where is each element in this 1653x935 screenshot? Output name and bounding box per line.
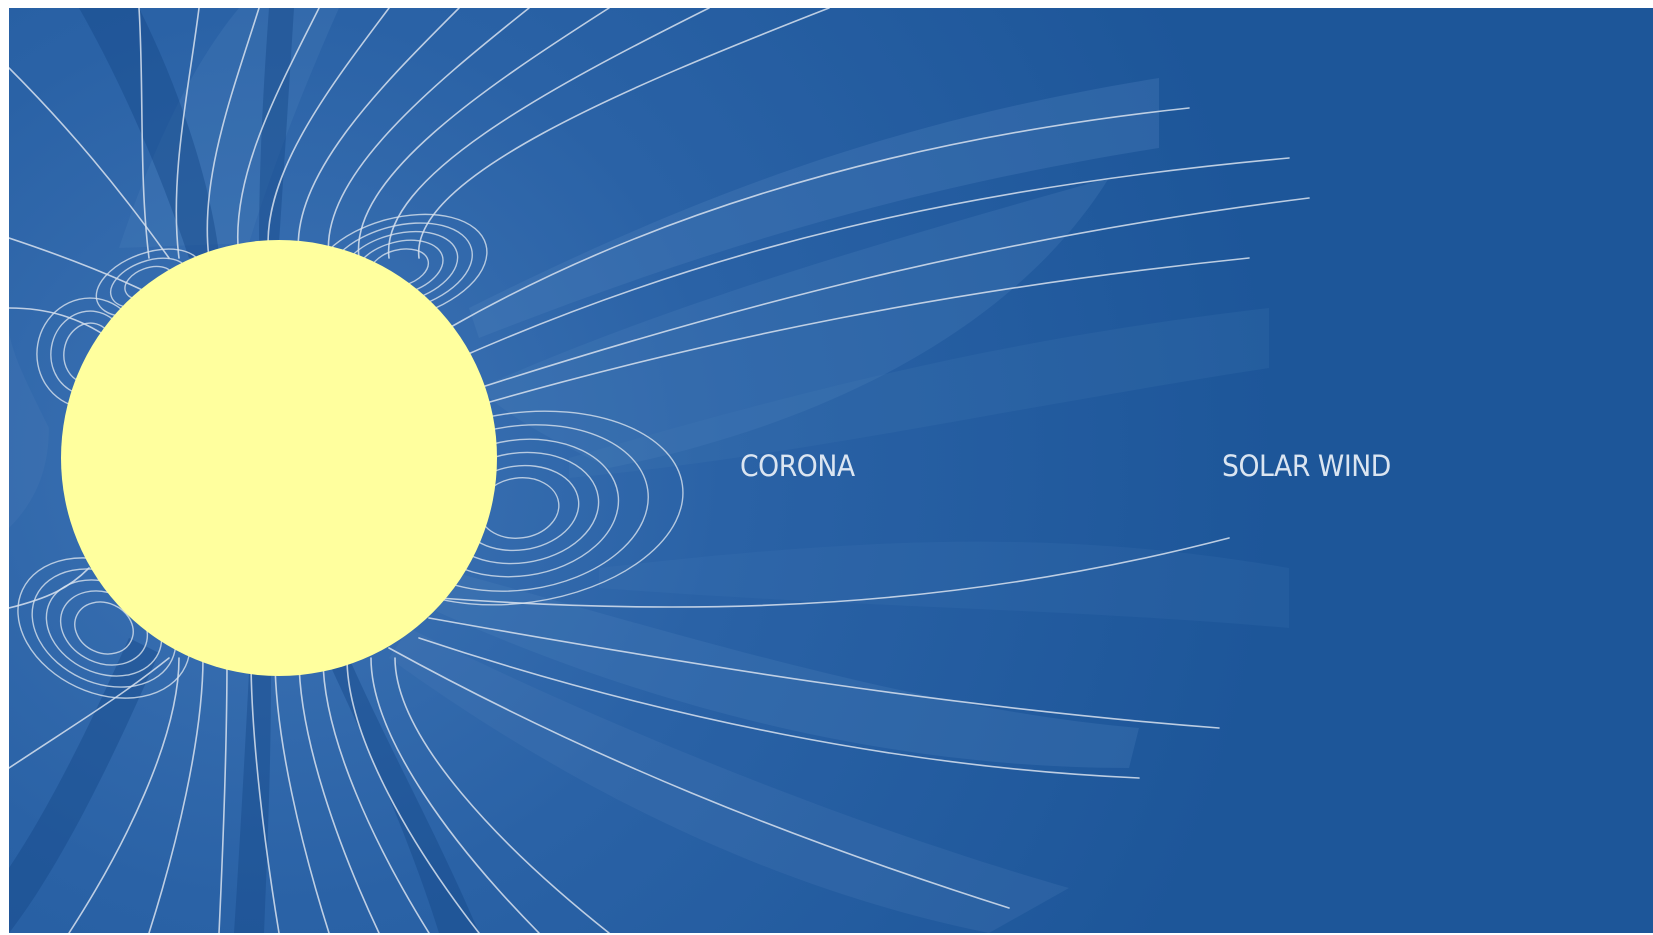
field-line: [250, 657, 280, 933]
corona-label: CORONA: [740, 449, 855, 483]
sun: [61, 240, 497, 676]
dark-ray: [9, 638, 159, 933]
field-line: [418, 637, 1140, 779]
streamer-band: [9, 328, 49, 528]
dark-ray: [79, 8, 219, 258]
streamer-band: [429, 568, 1139, 768]
field-line: [468, 257, 1250, 409]
field-line: [327, 8, 530, 259]
streamer-band: [389, 628, 1069, 933]
field-line: [478, 197, 1310, 389]
streamer-band: [119, 8, 339, 248]
field-line: [370, 657, 540, 933]
field-line: [68, 657, 180, 933]
field-line: [448, 107, 1190, 329]
field-line: [237, 8, 320, 259]
sun-corona-illustration: [9, 8, 1653, 933]
field-line: [9, 67, 170, 259]
polar-dark-rays: [9, 8, 479, 933]
field-line: [357, 8, 610, 259]
field-line: [394, 657, 610, 933]
dark-ray: [329, 658, 479, 933]
field-line: [297, 8, 460, 259]
field-line: [418, 8, 830, 259]
field-line: [298, 657, 380, 933]
field-line: [9, 307, 110, 339]
field-line: [346, 657, 480, 933]
field-line: [322, 657, 430, 933]
field-line: [267, 8, 390, 259]
solar-wind-label: SOLAR WIND: [1222, 449, 1391, 483]
field-line: [9, 657, 170, 769]
field-line: [387, 8, 710, 259]
streamer-band: [479, 178, 1109, 468]
field-line: [148, 657, 204, 933]
field-line: [274, 657, 330, 933]
dark-ray: [259, 8, 294, 248]
field-line: [388, 647, 1010, 909]
dark-ray: [234, 673, 271, 933]
field-line: [206, 8, 260, 259]
streamer-band: [469, 78, 1159, 338]
magnetic-field-lines: [9, 8, 1310, 933]
field-line: [458, 157, 1290, 359]
field-line: [428, 617, 1220, 729]
coronal-loop: [74, 601, 134, 655]
field-line: [175, 8, 200, 259]
field-line: [438, 537, 1230, 608]
streamer-band: [569, 308, 1269, 478]
field-line: [218, 657, 228, 933]
corona-diagram: CORONA SOLAR WIND: [9, 8, 1653, 933]
